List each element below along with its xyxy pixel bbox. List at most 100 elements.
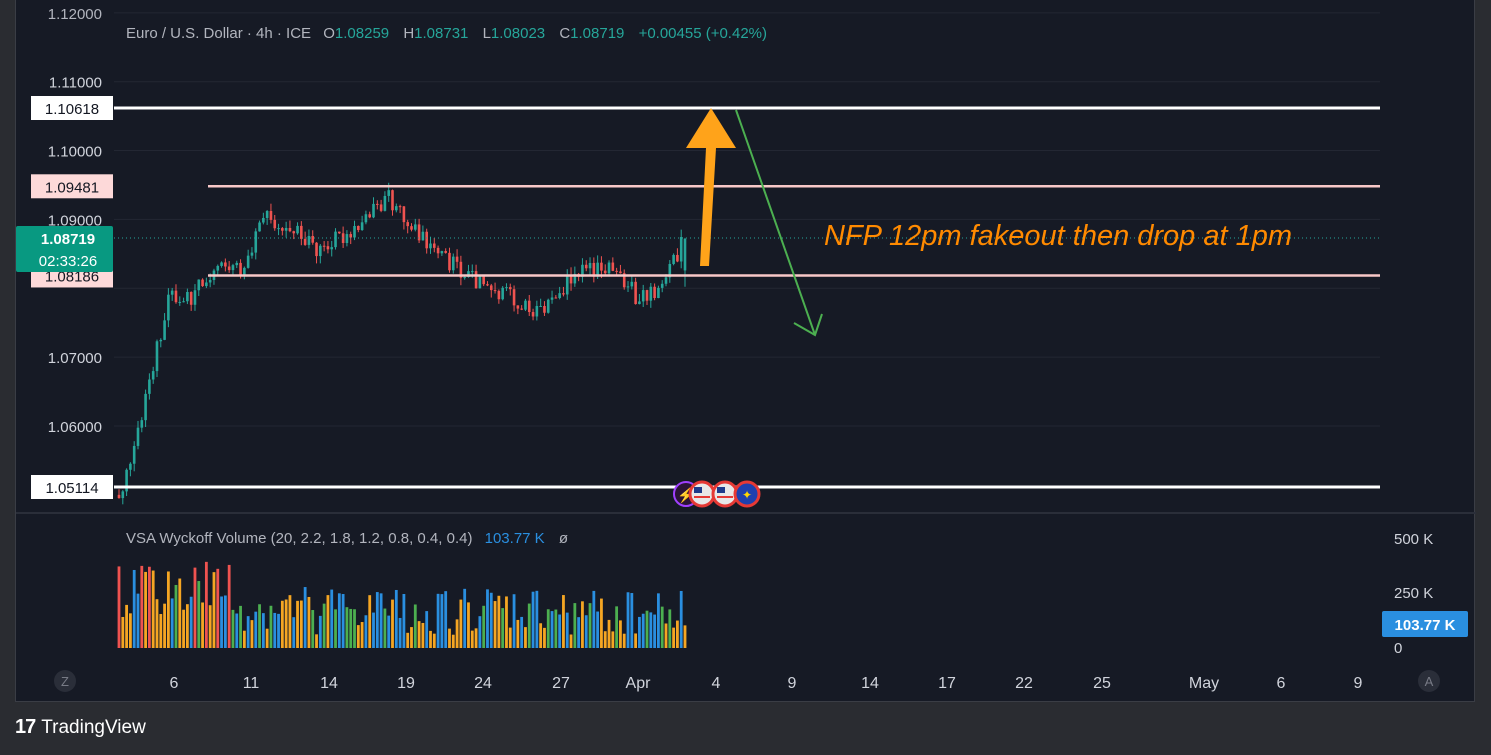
candle-body	[159, 339, 163, 342]
price-tick: 1.12000	[48, 6, 102, 23]
price-change: +0.00455 (+0.42%)	[639, 25, 767, 42]
annotation-text[interactable]: NFP 12pm fakeout then drop at 1pm	[824, 220, 1292, 252]
candle-body	[379, 204, 383, 211]
candle-body	[216, 265, 220, 271]
volume-bar	[432, 633, 436, 648]
volume-bar	[269, 605, 273, 648]
time-label: 19	[397, 675, 415, 692]
volume-bar	[554, 609, 558, 648]
candle-body	[596, 262, 599, 277]
candle-body	[421, 231, 425, 241]
candle-body	[425, 231, 428, 249]
volume-bar	[136, 593, 140, 648]
candle-body	[489, 285, 493, 291]
candle-body	[265, 211, 269, 218]
candle-body	[273, 219, 277, 229]
volume-bar	[250, 620, 254, 648]
volume-bar	[516, 619, 520, 648]
svg-text:✦: ✦	[742, 488, 752, 502]
volume-bar	[132, 569, 136, 648]
volume-bar	[493, 601, 497, 648]
candle-body	[512, 289, 516, 306]
volume-bar	[117, 566, 121, 648]
price-axis[interactable]: 1.11000 1.10000 1.09000 1.07000 1.06000	[48, 75, 102, 436]
volume-bar	[254, 611, 258, 648]
candle-body	[292, 231, 296, 234]
volume-bar	[406, 632, 410, 648]
candle-body	[345, 234, 349, 244]
candle-body	[645, 290, 649, 301]
time-axis[interactable]: 6 11 14 19 24 27 Apr 4 9 14 17 22 25 May 6 9	[170, 675, 1363, 692]
level-price-badge	[31, 475, 113, 499]
volume-bar	[147, 566, 151, 648]
up-arrow-drawing[interactable]	[686, 108, 736, 266]
volume-bar	[527, 603, 531, 648]
auto-scale-right-button[interactable]: A	[1418, 670, 1440, 692]
symbol-legend[interactable]: Euro / U.S. Dollar · 4h · ICE O1.08259 H…	[126, 25, 767, 42]
candle-body	[322, 245, 326, 247]
time-label: 17	[938, 675, 956, 692]
candle-body	[277, 228, 280, 230]
candle-body	[208, 279, 212, 283]
candle-body	[611, 262, 615, 271]
candle-body	[497, 290, 501, 300]
candle-body	[250, 252, 254, 256]
economic-events[interactable]: ⚡ ✦	[673, 480, 761, 508]
candle-body	[284, 227, 288, 231]
tradingview-logo[interactable]: 17 TradingView	[15, 716, 146, 739]
volume-bar	[208, 605, 212, 648]
down-arrow-drawing[interactable]	[735, 109, 823, 337]
level-price-label: 1.10618	[45, 101, 99, 118]
candle-body	[163, 320, 166, 340]
volume-bar	[679, 590, 683, 648]
volume-bar	[474, 628, 478, 648]
chart-panel[interactable]: 1.12000 1.11000 1.10000 1.09000 1.07000 1.06…	[15, 0, 1476, 702]
auto-scale-left-button[interactable]: Z	[54, 670, 76, 692]
candle-body	[383, 195, 387, 211]
candle-body	[546, 299, 550, 313]
candle-body	[653, 286, 656, 299]
tradingview-brand: TradingView	[41, 716, 146, 738]
volume-tick-250k: 250 K	[1394, 585, 1433, 602]
candle-body	[288, 227, 292, 232]
chart-canvas[interactable]: 1.12000 1.11000 1.10000 1.09000 1.07000 1.06…	[16, 0, 1476, 702]
volume-bar	[220, 596, 223, 648]
volume-bar	[265, 628, 269, 648]
volume-bar	[657, 593, 660, 648]
volume-bar	[299, 600, 303, 648]
candle-body	[429, 243, 432, 249]
candle-body	[368, 214, 372, 218]
tradingview-logo-mark: 17	[15, 716, 36, 738]
volume-bar	[581, 601, 584, 648]
candle-body	[550, 297, 554, 300]
volume-bar	[315, 634, 318, 648]
candle-body	[197, 279, 201, 291]
candle-body	[622, 273, 626, 288]
candle-body	[246, 255, 250, 268]
candle-body	[535, 305, 539, 317]
volume-bar	[664, 623, 668, 648]
volume-bar	[558, 614, 562, 648]
candle-body	[516, 305, 520, 309]
volume-bar	[463, 588, 467, 648]
candle-body	[235, 262, 239, 266]
volume-bar	[231, 609, 235, 648]
volume-bar	[645, 610, 649, 648]
volume-bar	[197, 581, 201, 648]
volume-bar	[280, 600, 284, 648]
candle-body	[170, 290, 174, 295]
volume-bar	[425, 611, 429, 648]
candle-body	[338, 231, 341, 234]
candle-body	[231, 265, 235, 271]
candle-body	[117, 494, 121, 499]
candle-body	[178, 301, 182, 303]
candle-body	[417, 224, 421, 241]
bar-countdown: 02:33:26	[39, 253, 97, 270]
volume-bar	[341, 594, 345, 648]
candle-body	[376, 203, 379, 205]
horizontal-levels[interactable]: 1.10618 1.09481 1.08186 1.05114	[31, 96, 1380, 499]
svg-text:VSA Wyckoff Volume (20, 2.2, 1: VSA Wyckoff Volume (20, 2.2, 1.8, 1.2, 0…	[126, 530, 568, 547]
candle-body	[581, 264, 584, 277]
volume-bar	[550, 611, 554, 648]
volume-bar	[577, 617, 581, 648]
